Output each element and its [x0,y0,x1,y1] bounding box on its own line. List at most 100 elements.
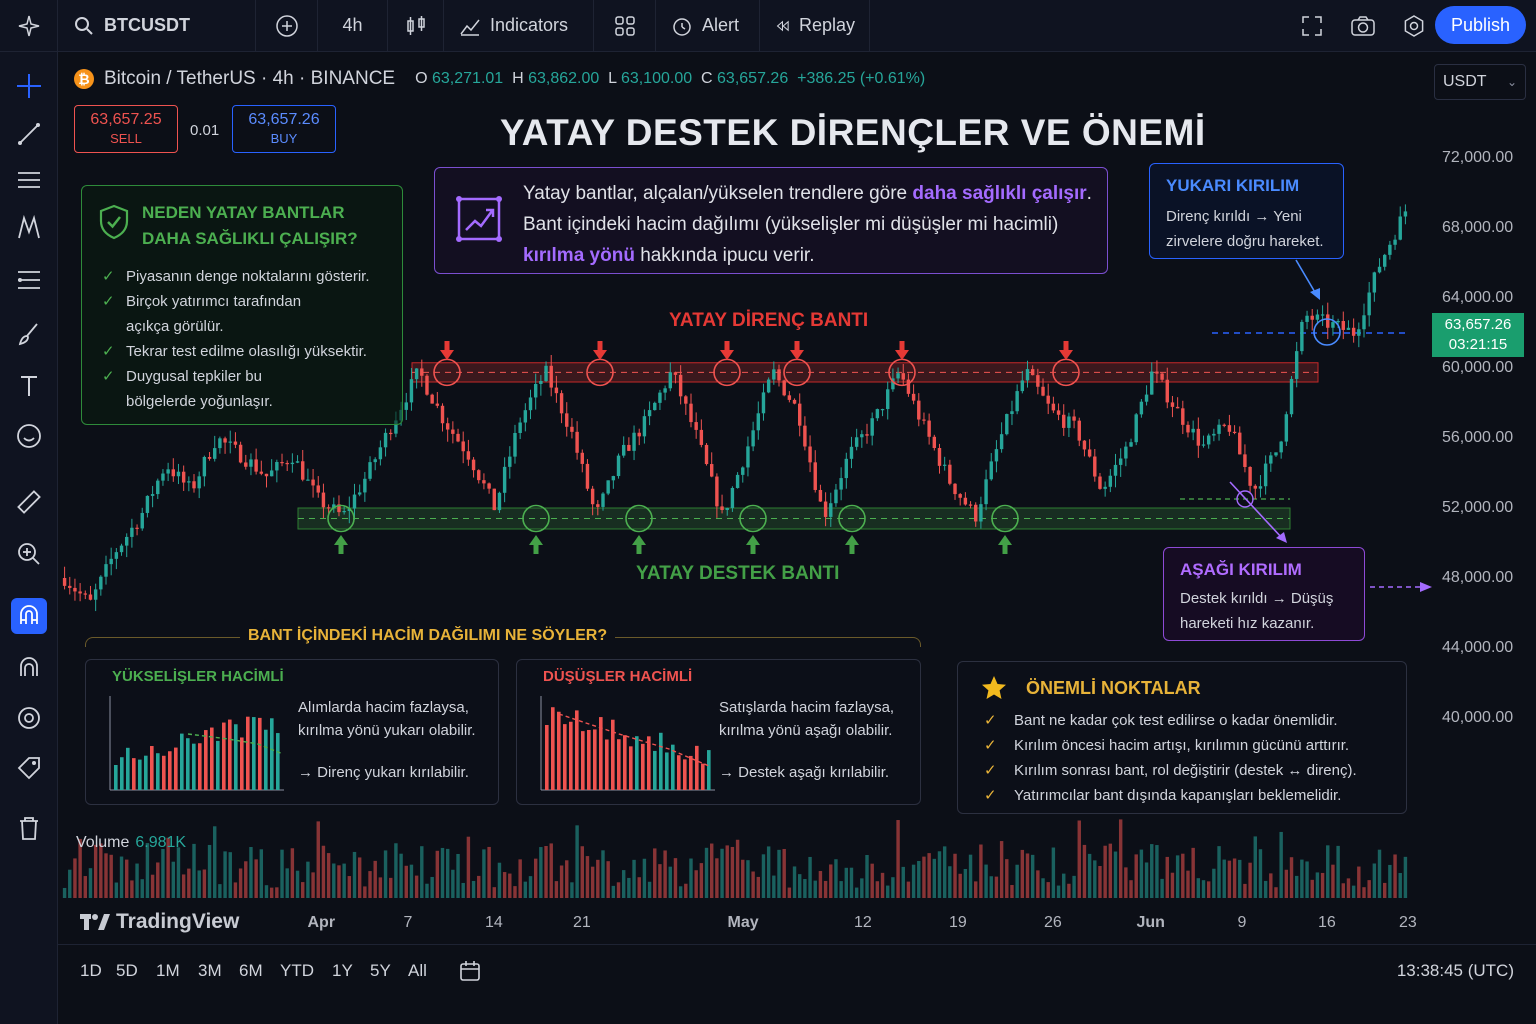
candle-body [627,444,631,451]
volume-bar [1144,862,1149,898]
volume-bar [606,861,610,898]
range-5d[interactable]: 5D [116,961,138,980]
fullscreen-icon[interactable] [1300,14,1324,38]
currency-select[interactable]: USDT ⌄ [1434,64,1526,100]
publish-button[interactable]: Publish [1434,6,1526,44]
volume-bar [145,843,150,898]
range-1d[interactable]: 1D [80,961,102,980]
ruler-icon[interactable] [11,484,47,520]
text-icon[interactable] [11,368,47,404]
price-axis[interactable]: 72,000.00 68,000.00 64,000.00 60,000.00 56,0… [1430,110,1536,810]
volume-bar [963,868,968,898]
candle-body [601,493,605,507]
support-touch-circle [838,504,866,533]
alert-button[interactable]: Alert [656,0,760,52]
buy-button[interactable]: 63,657.26 BUY [232,105,336,153]
lock-icon[interactable] [11,648,47,684]
volume-bar [311,872,315,898]
compare-button[interactable] [256,0,318,52]
range-ytd[interactable]: YTD [280,961,314,980]
candle-body [1015,391,1019,412]
breakout-pointer-line [1295,259,1317,295]
candle-body [813,462,817,490]
mini-volume-bar [593,729,597,790]
volume-bar [1139,849,1144,898]
tradingview-logo: TradingView [80,910,239,934]
range-1m[interactable]: 1M [156,961,180,980]
volume-bar [1279,831,1283,898]
eye-icon[interactable] [11,700,47,736]
up-arrow-head [529,535,543,545]
smiley-icon[interactable] [11,418,47,454]
symbol-search[interactable]: BTCUSDT [58,0,256,52]
camera-icon[interactable] [1350,14,1376,38]
candles-layer [62,204,1408,612]
volume-bar [699,863,704,898]
candle-body [1051,403,1056,411]
candle-body [171,469,176,477]
fib-icon[interactable] [11,262,47,298]
volume-bar [911,864,916,898]
brand-name: TradingView [116,910,240,933]
candle-body [1005,414,1009,435]
volume-bar [958,873,962,898]
range-5y[interactable]: 5Y [370,961,391,980]
why-box-list: Piyasanın denge noktalarını gösterir. Bi… [102,264,370,414]
chart-growth-icon [456,196,502,242]
quantity-value[interactable]: 0.01 [190,122,220,139]
volume-bar [891,877,895,898]
down-arrow-head [1059,350,1073,360]
tag-icon[interactable] [11,750,47,786]
shield-check-icon [99,204,129,240]
candle-body [461,441,465,452]
magnet-icon[interactable] [11,598,47,634]
utc-clock[interactable]: 13:38:45 (UTC) [1396,961,1514,980]
crosshair-icon[interactable] [11,68,47,104]
chart-type-button[interactable] [388,0,444,52]
volume-bar [181,874,186,898]
interval-button[interactable]: 4h [318,0,388,52]
down-arrow-head [720,350,734,360]
trend-line-icon[interactable] [11,116,47,152]
replay-button[interactable]: Replay [760,0,870,52]
key-points-box: ÖNEMLİ NOKTALAR Bant ne kadar çok test e… [957,661,1407,814]
parallel-lines-icon[interactable] [11,162,47,198]
volume-bar [1005,859,1009,898]
candle-body [135,527,139,529]
breakdown-pointer-line [1229,481,1283,539]
logo-icon[interactable] [0,0,58,52]
indicators-button[interactable]: Indicators [444,0,594,52]
pattern-icon[interactable] [11,210,47,246]
volume-bar [870,863,874,898]
sell-button[interactable]: 63,657.25 SELL [74,105,178,153]
layout-button[interactable] [594,0,656,52]
volume-bar [974,881,978,898]
volume-bar [937,851,942,898]
trash-icon[interactable] [11,810,47,846]
volume-bar [1367,880,1371,898]
volume-bar [451,869,455,898]
calendar-icon[interactable] [458,959,482,983]
range-6m[interactable]: 6M [239,961,263,980]
brush-icon[interactable] [11,316,47,352]
candle-body [751,430,755,447]
volume-bar [135,863,139,898]
candle-body [218,438,222,449]
candle-body [1046,395,1050,404]
volume-bar [979,844,983,898]
candle-body [357,492,362,495]
candle-body [792,399,797,404]
zoom-in-icon[interactable] [11,536,47,572]
range-1y[interactable]: 1Y [332,961,353,980]
mini-volume-bar [623,735,627,790]
time-axis[interactable]: Apr 7 14 21 May 12 19 26 Jun 9 16 23 [60,905,1430,941]
settings-icon[interactable] [1402,14,1426,38]
close-value: 63,657.26 [717,70,789,87]
mini-volume-bar [120,757,124,790]
range-3m[interactable]: 3M [198,961,222,980]
volume-bar [1170,872,1175,898]
range-all[interactable]: All [408,961,427,980]
volume-bar [130,880,134,898]
mini-volume-bar [174,747,178,790]
